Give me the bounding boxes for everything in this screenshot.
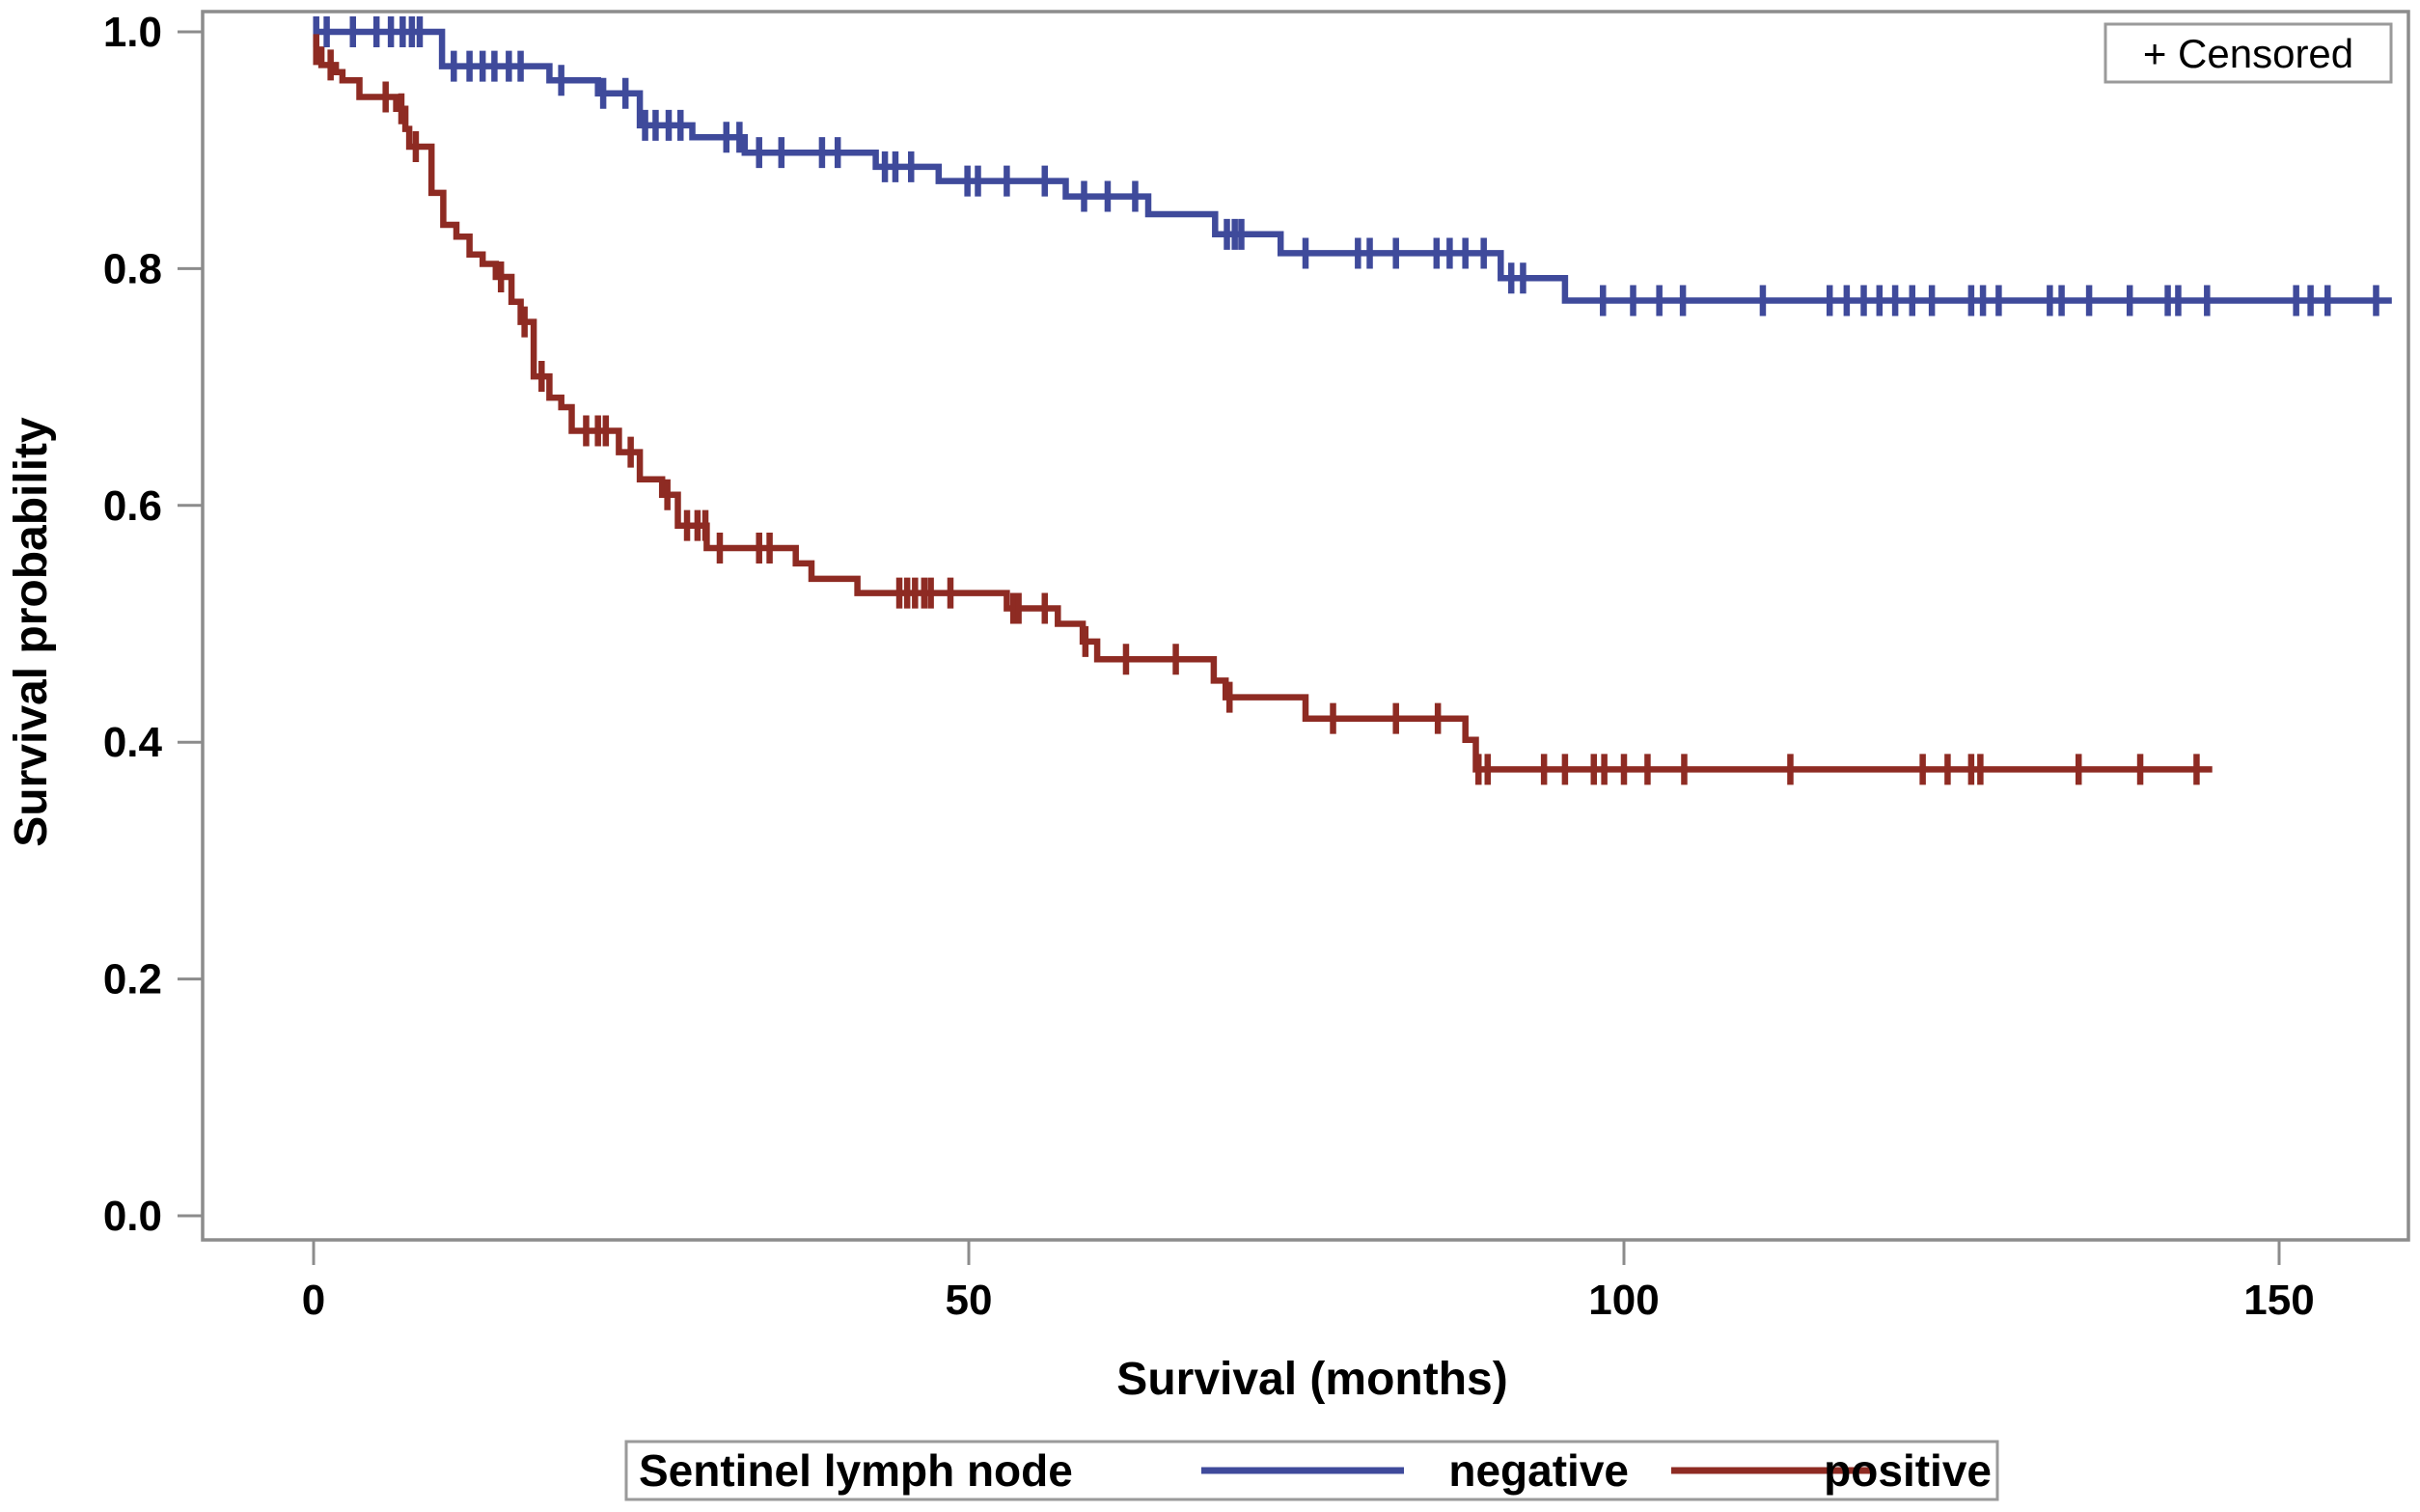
plot-area-frame	[201, 10, 2410, 1242]
y-tick-label: 1.0	[103, 9, 162, 56]
y-axis-ticks: 0.0 0.2 0.4 0.6 0.8 1.0	[103, 9, 203, 1240]
y-tick-label: 0.4	[103, 719, 163, 766]
censor-marks	[313, 16, 2379, 785]
x-tick-label: 150	[2243, 1277, 2314, 1324]
survival-curves	[314, 28, 2392, 773]
series-legend-label-positive: positive	[1824, 1445, 1992, 1496]
x-axis-ticks: 0 50 100 150	[302, 1240, 2315, 1324]
y-tick-label: 0.0	[103, 1193, 162, 1240]
x-axis-title: Survival (months)	[1116, 1354, 1507, 1405]
curve-negative	[314, 28, 2392, 304]
x-tick-label: 50	[946, 1277, 993, 1324]
curve-positive	[314, 46, 2213, 773]
series-legend: Sentinel lymph node negative positive	[624, 1440, 1999, 1501]
x-tick-label: 100	[1588, 1277, 1659, 1324]
y-tick-label: 0.8	[103, 245, 162, 292]
series-legend-group-label: Sentinel lymph node	[639, 1445, 1073, 1496]
y-tick-label: 0.6	[103, 482, 162, 530]
series-legend-label-negative: negative	[1448, 1445, 1629, 1496]
censored-legend-box	[2104, 22, 2393, 84]
censored-legend-label: + Censored	[2143, 31, 2353, 76]
y-axis-title: Survival probability	[6, 417, 57, 847]
censored-legend: + Censored	[2104, 22, 2393, 84]
y-tick-label: 0.2	[103, 956, 162, 1003]
x-tick-label: 0	[302, 1277, 325, 1324]
